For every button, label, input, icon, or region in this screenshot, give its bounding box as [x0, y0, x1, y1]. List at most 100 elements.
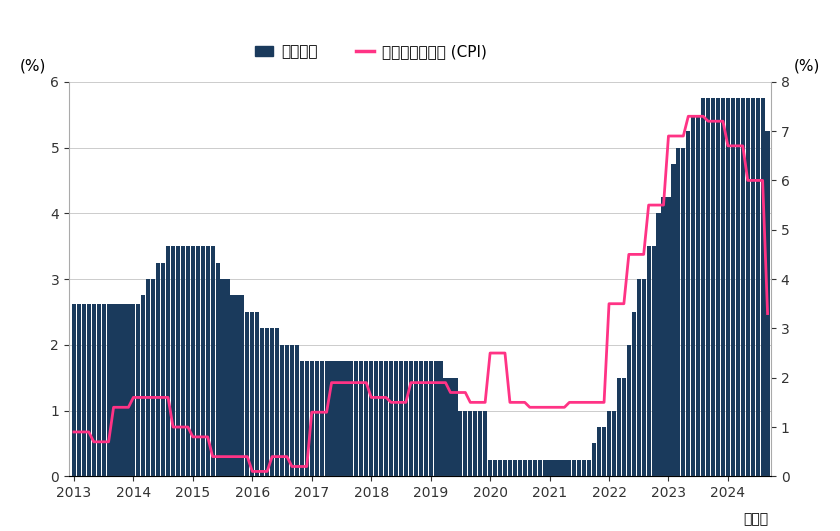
Bar: [459, 410, 463, 476]
Bar: [146, 279, 150, 476]
Bar: [389, 361, 393, 476]
Bar: [478, 410, 482, 476]
Bar: [488, 460, 492, 476]
Bar: [201, 246, 205, 476]
Bar: [760, 98, 764, 476]
Text: （年）: （年）: [743, 512, 769, 526]
Bar: [235, 295, 239, 476]
Bar: [755, 98, 759, 476]
Bar: [721, 98, 725, 476]
Bar: [483, 410, 487, 476]
Bar: [360, 361, 364, 476]
Bar: [463, 410, 467, 476]
Bar: [136, 304, 140, 476]
Bar: [587, 460, 591, 476]
Bar: [622, 378, 626, 476]
Bar: [384, 361, 388, 476]
Bar: [607, 410, 612, 476]
Bar: [612, 410, 616, 476]
Bar: [468, 410, 472, 476]
Bar: [433, 361, 438, 476]
Text: (%): (%): [794, 59, 820, 74]
Bar: [572, 460, 576, 476]
Bar: [701, 98, 706, 476]
Bar: [438, 361, 443, 476]
Bar: [374, 361, 378, 476]
Bar: [627, 345, 631, 476]
Bar: [290, 345, 294, 476]
Bar: [240, 295, 244, 476]
Bar: [602, 427, 606, 476]
Bar: [260, 328, 265, 476]
Bar: [354, 361, 359, 476]
Bar: [765, 131, 769, 476]
Bar: [285, 345, 289, 476]
Bar: [562, 460, 566, 476]
Bar: [533, 460, 537, 476]
Bar: [206, 246, 210, 476]
Bar: [275, 328, 279, 476]
Bar: [151, 279, 155, 476]
Bar: [666, 197, 670, 476]
Bar: [76, 304, 81, 476]
Bar: [81, 304, 86, 476]
Bar: [517, 460, 522, 476]
Bar: [567, 460, 571, 476]
Bar: [726, 98, 730, 476]
Text: (%): (%): [20, 59, 46, 74]
Bar: [305, 361, 309, 476]
Bar: [751, 98, 755, 476]
Bar: [107, 304, 111, 476]
Bar: [592, 443, 596, 476]
Bar: [255, 312, 260, 476]
Bar: [394, 361, 398, 476]
Bar: [558, 460, 562, 476]
Bar: [449, 378, 453, 476]
Bar: [216, 263, 220, 476]
Bar: [270, 328, 274, 476]
Bar: [503, 460, 507, 476]
Bar: [295, 345, 299, 476]
Bar: [161, 263, 165, 476]
Bar: [181, 246, 185, 476]
Bar: [528, 460, 532, 476]
Bar: [577, 460, 581, 476]
Bar: [92, 304, 96, 476]
Bar: [428, 361, 433, 476]
Bar: [196, 246, 200, 476]
Bar: [647, 246, 651, 476]
Bar: [512, 460, 517, 476]
Bar: [166, 246, 171, 476]
Bar: [121, 304, 125, 476]
Bar: [746, 98, 750, 476]
Bar: [225, 279, 229, 476]
Bar: [498, 460, 502, 476]
Bar: [444, 378, 448, 476]
Bar: [711, 98, 715, 476]
Bar: [731, 98, 735, 476]
Bar: [632, 312, 636, 476]
Bar: [186, 246, 190, 476]
Bar: [230, 295, 234, 476]
Bar: [656, 213, 661, 476]
Bar: [522, 460, 527, 476]
Bar: [418, 361, 423, 476]
Bar: [245, 312, 249, 476]
Bar: [423, 361, 428, 476]
Bar: [696, 115, 701, 476]
Bar: [379, 361, 383, 476]
Bar: [87, 304, 91, 476]
Bar: [364, 361, 369, 476]
Bar: [211, 246, 215, 476]
Bar: [349, 361, 354, 476]
Bar: [543, 460, 547, 476]
Bar: [661, 197, 665, 476]
Bar: [220, 279, 224, 476]
Bar: [686, 131, 690, 476]
Bar: [339, 361, 344, 476]
Bar: [671, 164, 675, 476]
Bar: [404, 361, 408, 476]
Bar: [548, 460, 552, 476]
Bar: [71, 304, 76, 476]
Bar: [280, 345, 284, 476]
